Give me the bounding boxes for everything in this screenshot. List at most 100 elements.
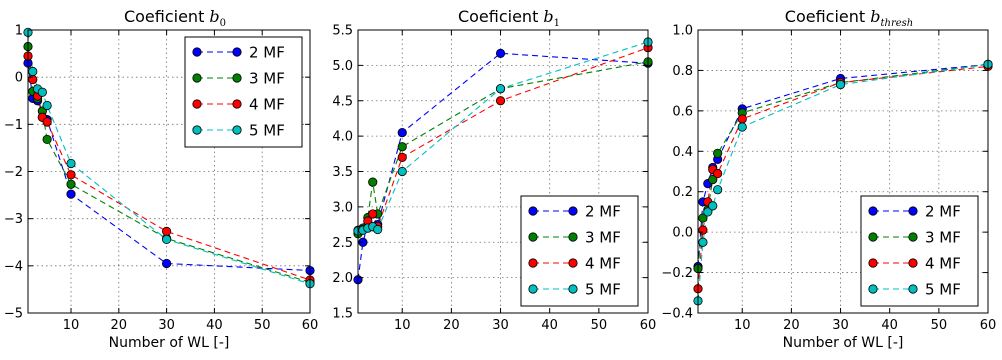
chart-title: Coeficient b0 (124, 7, 226, 29)
legend-marker (568, 232, 578, 242)
legend-marker (528, 258, 538, 268)
x-tick-label: 10 (63, 318, 80, 333)
x-tick-label: 20 (783, 318, 800, 333)
y-tick-label: 0.2 (672, 185, 693, 200)
data-point (397, 127, 407, 138)
chart-panel-0: 10 20 30 40 50 60 −5 −4 −3 −2 −1 0 1 Coeficient b0 Num… (4, 7, 318, 351)
data-point (495, 96, 506, 106)
legend-marker (192, 47, 202, 57)
legend-label: 5 MF (585, 281, 621, 299)
y-tick-label: 5.0 (332, 59, 353, 74)
x-tick-label: 30 (492, 318, 509, 333)
chart-title: Coeficient b1 (458, 7, 560, 29)
data-point (698, 225, 708, 235)
legend-marker (868, 206, 878, 216)
x-tick-label: 60 (980, 318, 997, 333)
legend-marker (192, 125, 202, 135)
x-tick-label: 40 (206, 318, 223, 333)
legend-marker (868, 284, 878, 294)
data-point (397, 166, 407, 177)
data-point (162, 226, 172, 237)
legend-marker (232, 125, 242, 135)
data-point (66, 189, 76, 199)
plot-frame (697, 29, 989, 314)
series-line (697, 63, 989, 301)
legend-marker (568, 284, 578, 294)
chart-title: Coeficient bthresh (785, 7, 913, 29)
data-point (397, 142, 407, 152)
series-line (697, 63, 989, 267)
legend-marker (232, 73, 242, 83)
data-point (713, 168, 723, 179)
data-point (698, 213, 708, 223)
data-point (42, 117, 52, 127)
data-point (66, 170, 76, 180)
y-tick-label: 0.6 (672, 104, 693, 119)
plot-area (693, 59, 993, 306)
legend-marker (908, 284, 918, 294)
x-tick-label: 60 (302, 318, 319, 333)
legend: 2 MF 3 MF 4 MF 5 MF (860, 195, 979, 307)
legend-label: 3 MF (585, 229, 621, 247)
data-point (713, 185, 723, 195)
data-point (368, 177, 378, 187)
y-tick-label: −0.4 (661, 307, 693, 322)
data-point (37, 87, 47, 97)
y-tick-label: 3.5 (332, 165, 353, 180)
data-point (373, 224, 383, 235)
x-tick-label: 50 (591, 318, 608, 333)
x-tick-label: 20 (443, 318, 460, 333)
chart-panel-1: 10 20 30 40 50 60 1.5 2.0 2.5 3.0 3.5 4.0 4.5 5.0 5.5 C… (332, 7, 656, 333)
legend-marker (868, 258, 878, 268)
legend: 2 MF 3 MF 4 MF 5 MF (520, 195, 639, 307)
x-tick-label: 50 (931, 318, 948, 333)
y-tick-label: 0.8 (672, 64, 693, 79)
legend-marker (528, 232, 538, 242)
x-axis-label: Number of WL [-] (109, 335, 230, 351)
y-tick-label: 2.0 (332, 271, 353, 286)
data-point (397, 152, 407, 162)
y-tick-label: −2 (4, 165, 23, 180)
y-tick-label: 2.5 (332, 236, 353, 251)
series-line (357, 47, 649, 231)
y-tick-label: 4.0 (332, 130, 353, 145)
x-tick-label: 40 (541, 318, 558, 333)
legend-marker (908, 258, 918, 268)
legend-marker (568, 206, 578, 216)
data-point (28, 66, 38, 77)
data-point (495, 84, 506, 94)
data-point (28, 74, 38, 85)
chart-panel-2: 10 20 30 40 50 60 −0.4 −0.2 0.0 0.2 0.4 0.6 0.8 1.0 Co… (661, 7, 996, 351)
y-tick-label: −3 (4, 212, 23, 227)
x-tick-label: 10 (734, 318, 751, 333)
legend-label: 2 MF (249, 44, 285, 62)
legend-label: 2 MF (585, 203, 621, 221)
data-point (42, 134, 52, 145)
legend-label: 5 MF (249, 122, 285, 140)
data-point (162, 234, 172, 245)
legend-marker (232, 99, 242, 109)
legend-label: 5 MF (925, 281, 961, 299)
data-point (713, 148, 723, 158)
y-tick-label: −5 (4, 307, 23, 322)
legend-marker (868, 232, 878, 242)
legend-marker (528, 284, 538, 294)
y-tick-label: 5.5 (332, 24, 353, 39)
data-point (835, 79, 846, 90)
legend-marker (232, 47, 242, 57)
y-tick-label: 1 (15, 24, 23, 39)
legend-label: 3 MF (925, 229, 961, 247)
series-line (357, 61, 649, 235)
x-tick-label: 50 (254, 318, 271, 333)
data-point (66, 158, 76, 169)
legend-label: 4 MF (925, 255, 961, 273)
y-tick-label: 0.0 (672, 226, 693, 241)
legend-box (860, 195, 979, 307)
y-tick-label: −0.2 (661, 266, 693, 281)
legend-box (520, 195, 639, 307)
y-tick-label: 3.0 (332, 200, 353, 215)
y-tick-label: −1 (4, 118, 23, 133)
data-point (737, 122, 747, 132)
legend-marker (192, 73, 202, 83)
legend-box (184, 36, 303, 148)
